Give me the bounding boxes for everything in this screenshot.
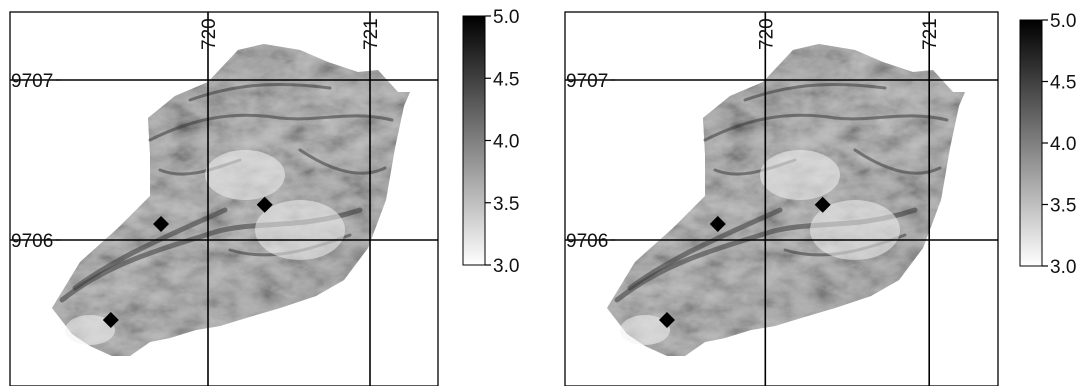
map-frame bbox=[564, 11, 999, 386]
color-legend: 5.0 4.5 4.0 3.5 3.0 bbox=[1019, 11, 1076, 278]
y-tick-label: 9706 bbox=[11, 231, 53, 252]
terrain-ridge bbox=[188, 82, 332, 102]
legend-tick-label: 4.0 bbox=[493, 132, 519, 153]
y-tick-label: 9707 bbox=[566, 71, 608, 92]
map-frame bbox=[9, 11, 439, 386]
map-panels: 720 721 9707 9706 5.0 4.5 4.0 3.5 3.0 720 721 9707 9… bbox=[9, 7, 1076, 386]
legend-tick-label: 4.5 bbox=[493, 69, 519, 90]
y-tick-label: 9707 bbox=[11, 71, 53, 92]
diamond-marker-icon bbox=[814, 196, 831, 213]
legend-gradient-bar bbox=[463, 16, 485, 265]
y-tick-label: 9706 bbox=[566, 231, 608, 252]
terrain-flat-area bbox=[810, 200, 900, 260]
terrain-flat-area bbox=[620, 315, 670, 345]
legend-tick-label: 3.5 bbox=[1050, 196, 1076, 217]
legend-tick-label: 3.0 bbox=[493, 256, 519, 277]
terrain-ridge bbox=[148, 113, 394, 142]
diamond-marker-icon bbox=[709, 216, 726, 232]
terrain-region bbox=[52, 44, 410, 356]
legend-tick-label: 5.0 bbox=[493, 7, 519, 28]
terrain-ridge bbox=[743, 82, 887, 102]
terrain-flat-area bbox=[255, 200, 345, 260]
terrain-ridge bbox=[298, 148, 387, 175]
terrain-ridge bbox=[703, 113, 949, 142]
legend-tick-label: 4.5 bbox=[1050, 73, 1076, 94]
terrain-ridge bbox=[853, 148, 942, 175]
x-tick-label: 720 bbox=[199, 18, 220, 50]
legend-tick-label: 4.0 bbox=[1050, 134, 1076, 155]
legend-tick-label: 3.5 bbox=[493, 194, 519, 215]
diamond-marker-icon bbox=[102, 312, 119, 328]
diamond-marker-icon bbox=[658, 312, 675, 328]
terrain-flat-area bbox=[65, 315, 115, 345]
terrain-region bbox=[607, 44, 965, 356]
terrain-flat-area bbox=[205, 150, 285, 200]
map-panel-1: 720 721 9707 9706 5.0 4.5 4.0 3.5 3.0 bbox=[9, 7, 519, 386]
diamond-marker-icon bbox=[256, 196, 273, 213]
diamond-marker-icon bbox=[153, 216, 170, 232]
terrain-flat-area bbox=[760, 150, 840, 200]
x-tick-label: 721 bbox=[361, 18, 382, 50]
legend-tick-label: 3.0 bbox=[1050, 257, 1076, 278]
legend-gradient-bar bbox=[1020, 20, 1042, 266]
x-tick-label: 720 bbox=[756, 18, 777, 50]
map-panel-2: 720 721 9707 9706 5.0 4.5 4.0 3.5 3.0 bbox=[564, 11, 1076, 386]
terrain-ridge bbox=[72, 207, 228, 291]
terrain-ridge bbox=[627, 207, 783, 291]
color-legend: 5.0 4.5 4.0 3.5 3.0 bbox=[462, 7, 519, 277]
legend-tick-label: 5.0 bbox=[1050, 11, 1076, 32]
x-tick-label: 721 bbox=[920, 18, 941, 50]
